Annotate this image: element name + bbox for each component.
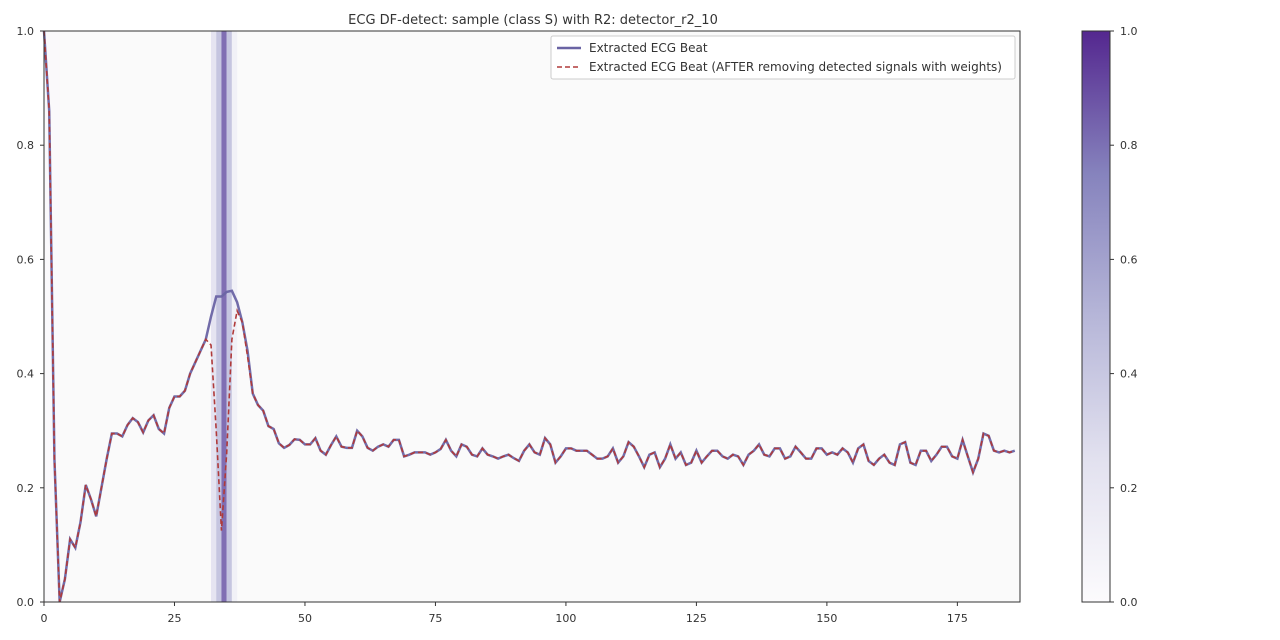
y-tick-label: 0.6 bbox=[17, 253, 35, 266]
x-tick-label: 75 bbox=[428, 612, 442, 625]
colorbar-tick-label: 0.0 bbox=[1120, 596, 1138, 609]
x-tick-label: 150 bbox=[816, 612, 837, 625]
detection-band-4 bbox=[226, 31, 232, 602]
series-lines bbox=[42, 30, 1016, 603]
y-tick-label: 0.0 bbox=[17, 596, 35, 609]
colorbar-tick-label: 0.8 bbox=[1120, 139, 1138, 152]
colorbar: 0.0 0.2 0.4 0.6 0.8 1.0 bbox=[1081, 25, 1138, 609]
y-tick-label: 0.8 bbox=[17, 139, 35, 152]
legend-label-original: Extracted ECG Beat bbox=[589, 41, 708, 55]
plot-frame bbox=[43, 30, 1021, 603]
legend: Extracted ECG Beat Extracted ECG Beat (A… bbox=[550, 35, 1016, 80]
x-tick-label: 100 bbox=[555, 612, 576, 625]
colorbar-tick-label: 0.6 bbox=[1120, 253, 1138, 266]
series-after-line bbox=[43, 30, 1016, 603]
y-tick-label: 0.2 bbox=[17, 482, 35, 495]
detection-band-1 bbox=[211, 31, 217, 602]
chart-title: ECG DF-detect: sample (class S) with R2:… bbox=[348, 13, 718, 28]
colorbar-tick-label: 0.2 bbox=[1120, 482, 1138, 495]
x-tick-label: 25 bbox=[167, 612, 181, 625]
legend-label-after: Extracted ECG Beat (AFTER removing detec… bbox=[589, 60, 1002, 74]
plot-area bbox=[44, 31, 1020, 602]
x-tick-label: 175 bbox=[947, 612, 968, 625]
detection-band-5 bbox=[231, 31, 238, 602]
detection-band-2 bbox=[216, 31, 222, 602]
x-tick-label: 50 bbox=[298, 612, 312, 625]
y-tick-label: 0.4 bbox=[17, 368, 35, 381]
colorbar-tick-label: 0.4 bbox=[1120, 368, 1138, 381]
y-axis: 0.0 0.2 0.4 0.6 0.8 1.0 bbox=[17, 25, 44, 609]
legend-box bbox=[550, 35, 1016, 80]
x-tick-label: 125 bbox=[686, 612, 707, 625]
x-tick-label: 0 bbox=[41, 612, 48, 625]
plot-background bbox=[44, 31, 1020, 602]
y-tick-label: 1.0 bbox=[17, 25, 35, 38]
colorbar-tick-label: 1.0 bbox=[1120, 25, 1138, 38]
x-axis: 0 25 50 75 100 125 150 175 bbox=[41, 602, 968, 625]
detection-band-3 bbox=[221, 31, 227, 602]
colorbar-frame bbox=[1081, 30, 1111, 603]
colorbar-gradient bbox=[1082, 31, 1110, 602]
